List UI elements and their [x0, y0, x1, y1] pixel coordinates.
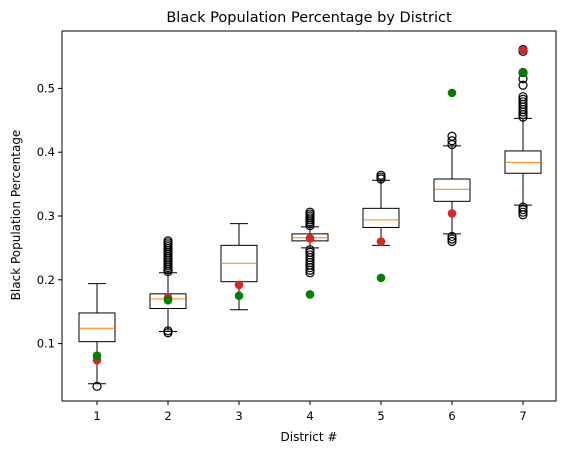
x-axis-label: District #: [281, 430, 338, 444]
y-tick-label: 0.5: [37, 81, 55, 95]
y-tick-label: 0.1: [37, 337, 55, 351]
y-tick-label: 0.2: [37, 273, 55, 287]
outlier-point: [447, 136, 457, 146]
outlier-point: [376, 170, 386, 180]
outlier-point: [305, 247, 315, 257]
outlier-point: [518, 97, 528, 107]
outlier-point: [305, 245, 315, 255]
green-point: [92, 351, 102, 361]
box-district-5: [362, 170, 400, 246]
box-district-6: [433, 131, 471, 247]
iqr-box: [433, 178, 471, 202]
outlier-point: [447, 231, 457, 242]
x-tick-label: 4: [306, 409, 313, 423]
y-tick-label: 0.4: [37, 145, 55, 159]
outlier-point: [163, 326, 173, 336]
iqr-box: [362, 207, 400, 228]
green-point: [518, 68, 528, 77]
green-point: [447, 88, 457, 98]
green-point: [163, 295, 173, 305]
chart-title: Black Population Percentage by District: [166, 10, 452, 26]
outlier-point: [163, 236, 173, 246]
y-axis-label: Black Population Percentage: [9, 130, 23, 301]
red-point: [518, 45, 528, 55]
x-tick-label: 6: [448, 409, 455, 423]
box-district-1: [78, 283, 116, 391]
outlier-point: [92, 381, 102, 391]
outlier-point: [305, 207, 315, 217]
x-tick-label: 2: [164, 409, 171, 423]
green-point: [305, 290, 315, 299]
outlier-point: [447, 236, 457, 247]
y-tick-label: 0.3: [37, 209, 55, 223]
box-district-2: [149, 236, 187, 338]
green-point: [234, 291, 244, 301]
outlier-point: [518, 202, 528, 212]
outlier-point: [447, 234, 457, 244]
red-point: [305, 234, 315, 243]
outlier-point: [518, 92, 528, 102]
plot-area: 0.1 0.2 0.3 0.4 0.5 1 2 3 4 5 6 7: [37, 30, 557, 423]
outlier-point: [518, 207, 528, 217]
x-tick-label: 5: [377, 409, 384, 423]
red-point: [234, 280, 244, 290]
outlier-point: [305, 250, 315, 260]
red-point: [376, 237, 386, 246]
x-tick-label: 7: [519, 409, 526, 423]
outlier-point: [518, 80, 528, 90]
iqr-box: [78, 312, 116, 343]
outlier-point: [518, 94, 528, 104]
green-point: [376, 273, 386, 283]
outlier-point: [518, 205, 528, 215]
x-tick-label: 1: [93, 409, 100, 423]
x-tick-label: 3: [235, 409, 242, 423]
red-point: [447, 209, 457, 218]
box-district-4: [291, 207, 329, 278]
outlier-point: [447, 131, 457, 141]
